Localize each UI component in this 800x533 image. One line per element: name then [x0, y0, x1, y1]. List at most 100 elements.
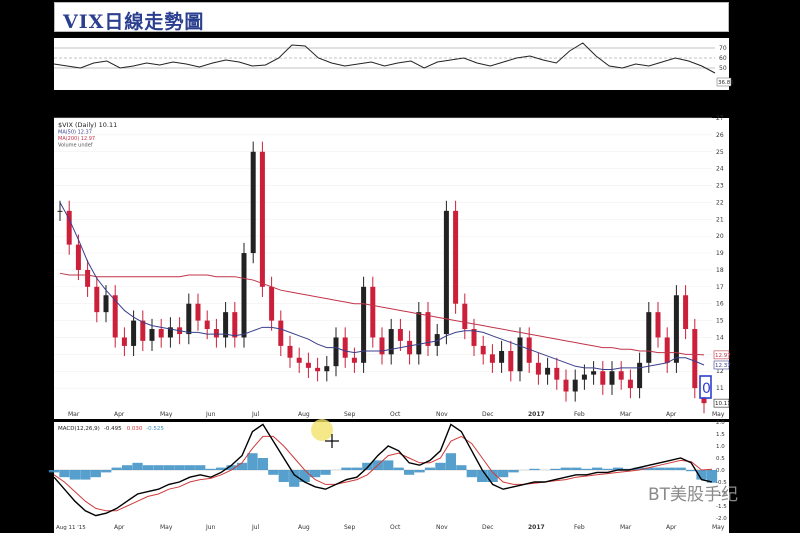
price-candle-body: [508, 350, 514, 372]
macd-histogram-bar: [142, 465, 154, 470]
rsi-last-box: [716, 77, 732, 87]
macd-signal-line: [53, 435, 713, 512]
left-bar: [0, 0, 54, 533]
price-tick-label: 26: [716, 132, 724, 139]
macd-x-tick-label: 2017: [528, 524, 545, 531]
price-candle-body: [609, 371, 615, 385]
price-candle-body: [379, 337, 385, 355]
price-candle-body: [545, 367, 551, 375]
macd-x-tick-label: May: [160, 524, 173, 531]
price-candle-body: [416, 312, 422, 355]
price-candle-body: [425, 312, 431, 346]
macd-histogram-bar: [278, 470, 289, 482]
price-x-tick-label: Aug: [298, 411, 310, 418]
macd-histogram-bar: [215, 467, 227, 470]
macd-histogram-bar: [696, 470, 707, 480]
price-tick-label: 20: [716, 233, 724, 240]
price-candle-body: [397, 329, 403, 341]
price-candle-body: [517, 337, 523, 372]
macd-histogram-bar: [174, 465, 185, 470]
price-candle-body: [489, 354, 495, 363]
macd-x-tick-label: Jun: [205, 524, 216, 531]
price-candle-body: [195, 303, 201, 321]
macd-histogram-bar: [477, 470, 488, 482]
right-bar: [729, 0, 800, 533]
price-x-tick-label: Mar: [68, 411, 80, 418]
price-tick-label: 22: [716, 199, 724, 206]
price-candle-body: [167, 327, 173, 338]
macd-histogram-bar: [299, 470, 310, 482]
price-tick-label: 27: [716, 115, 724, 122]
cursor-highlight: [311, 419, 333, 441]
price-candle-body: [637, 362, 643, 389]
macd-tick-label: -1.0: [716, 492, 727, 498]
price-candle-body: [692, 329, 698, 389]
price-candle-body: [305, 362, 311, 368]
price-tick-label: 21: [716, 216, 724, 223]
macd-histogram-bar: [257, 458, 269, 470]
price-candle-body: [75, 244, 81, 270]
price-candle-body: [646, 312, 652, 363]
macd-x-tick-label: Mar: [620, 524, 632, 531]
macd-histogram-bar: [706, 470, 718, 483]
price-candle-body: [434, 334, 440, 346]
watermark-text: BT美股手纪: [648, 485, 739, 505]
macd-histogram-bar: [289, 470, 300, 487]
price-candle-body: [535, 362, 541, 375]
macd-histogram-bar: [205, 468, 216, 470]
macd-histogram-bar: [153, 465, 164, 470]
price-candle-body: [213, 329, 219, 338]
macd-histogram-bar: [163, 465, 175, 470]
price-candle-body: [85, 269, 91, 287]
macd-histogram-bar: [571, 467, 582, 470]
price-tick-label: 18: [716, 267, 724, 274]
price-candle-body: [250, 151, 256, 254]
macd-histogram-bar: [236, 462, 248, 470]
macd-histogram-bar: [80, 470, 91, 480]
macd-histogram-bar: [654, 467, 665, 470]
price-candle-body: [581, 374, 587, 380]
macd-x-tick-label: Oct: [390, 524, 401, 531]
price-candle-body: [204, 320, 210, 330]
price-candle-body: [361, 286, 367, 363]
macd-histogram-bar: [309, 470, 321, 478]
price-candle-body: [269, 286, 275, 321]
price-candle-body: [499, 350, 505, 363]
ma50-line: [59, 202, 705, 371]
macd-x-tick-label: Apr: [114, 524, 125, 531]
price-candle-body: [241, 253, 247, 338]
macd-histogram-bar: [602, 468, 613, 470]
price-candle-body: [121, 337, 127, 346]
price-candle-body: [563, 379, 569, 392]
macd-histogram-bar: [435, 462, 446, 470]
price-candle-body: [223, 312, 229, 338]
price-candle-body: [627, 379, 633, 389]
macd-tick-label: -0.5: [716, 480, 727, 486]
macd-legend-item: -0.525: [146, 426, 164, 432]
macd-histogram-bar: [508, 470, 519, 473]
price-candle-body: [287, 345, 293, 358]
macd-histogram-bar: [591, 467, 603, 470]
price-candle-body: [333, 337, 339, 367]
price-candle-body: [112, 295, 118, 338]
macd-tick-label: 2.0: [716, 420, 725, 426]
macd-histogram-bar: [560, 467, 571, 470]
macd-panel-bg: [54, 422, 729, 533]
macd-histogram-bar: [393, 467, 404, 470]
price-candle-body: [342, 337, 348, 358]
price-candle-body: [453, 210, 459, 304]
macd-histogram-bar: [675, 467, 686, 470]
macd-histogram-bar: [247, 453, 258, 470]
price-legend-item: MA(200) 12.97: [58, 136, 95, 142]
macd-tick-label: 0.0: [716, 468, 725, 474]
price-last-box: [713, 350, 730, 360]
price-candle-body: [673, 295, 679, 363]
annotation-box: [699, 375, 712, 399]
macd-histogram-bar: [111, 467, 122, 470]
macd-histogram-bar: [184, 465, 195, 470]
macd-histogram-bar: [581, 468, 592, 470]
macd-histogram-bar: [101, 470, 112, 473]
price-x-tick-label: Sep: [344, 411, 356, 418]
